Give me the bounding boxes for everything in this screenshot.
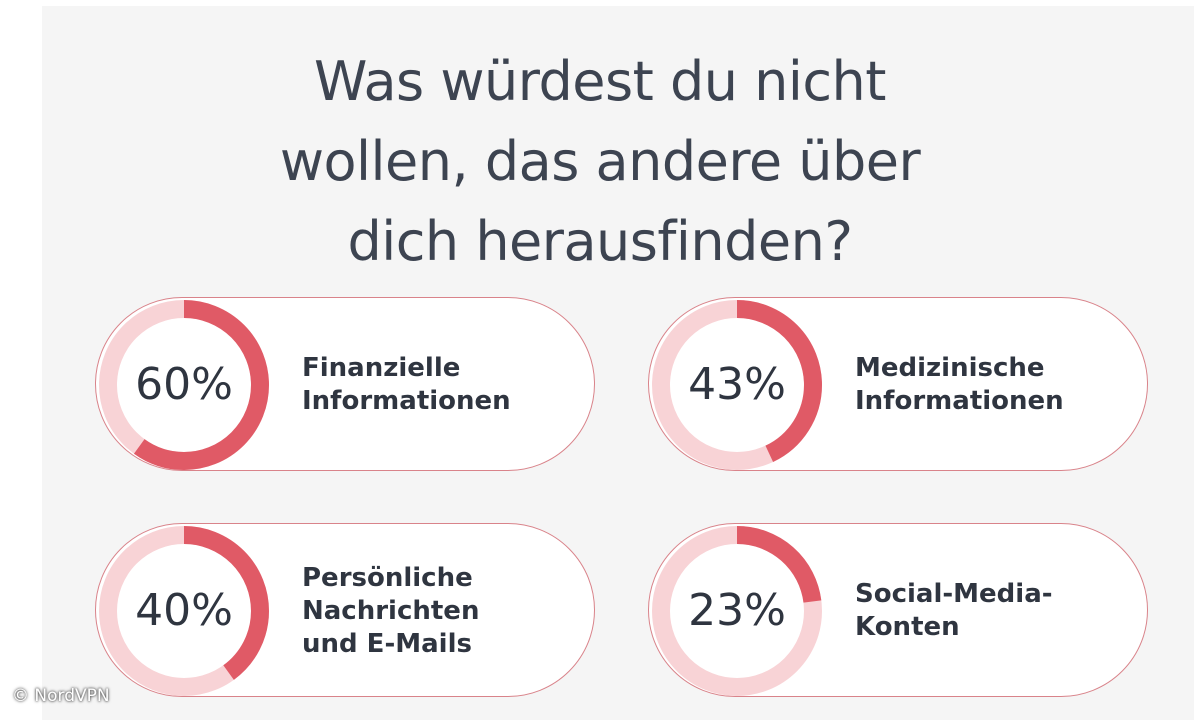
- label-line: Persönliche: [302, 562, 473, 593]
- stat-card-social-media: 23% Social-Media- Konten: [648, 523, 1148, 697]
- percent-label: 40%: [135, 585, 233, 636]
- category-label: Social-Media- Konten: [855, 524, 1135, 698]
- title-line: dich herausfinden?: [347, 210, 853, 274]
- percent-label: 60%: [135, 359, 233, 410]
- category-label: Medizinische Informationen: [855, 298, 1135, 472]
- title-line: wollen, das andere über: [279, 130, 921, 194]
- donut-value-arc: [99, 526, 269, 696]
- stat-card-finanzielle: 60% Finanzielle Informationen: [95, 297, 595, 471]
- stat-card-medizinische: 43% Medizinische Informationen: [648, 297, 1148, 471]
- donut-ring: [99, 300, 269, 470]
- stat-card-persoenliche: 40% Persönliche Nachrichten und E-Mails: [95, 523, 595, 697]
- label-line: und E-Mails: [302, 628, 472, 659]
- label-line: Konten: [855, 612, 960, 642]
- donut-ring: [99, 526, 269, 696]
- label-line: Informationen: [302, 386, 511, 416]
- donut-value-arc: [652, 300, 822, 470]
- label-line: Nachrichten: [302, 595, 480, 626]
- label-line: Finanzielle: [302, 353, 461, 383]
- percent-label: 43%: [688, 359, 786, 410]
- label-line: Social-Media-: [855, 579, 1053, 609]
- category-label: Finanzielle Informationen: [302, 298, 582, 472]
- category-label: Persönliche Nachrichten und E-Mails: [302, 524, 582, 698]
- percent-label: 23%: [688, 585, 786, 636]
- chart-title: Was würdest du nicht wollen, das andere …: [0, 42, 1200, 282]
- donut-ring: [652, 526, 822, 696]
- donut-value-arc: [99, 300, 269, 470]
- title-line: Was würdest du nicht: [314, 50, 886, 114]
- label-line: Medizinische: [855, 353, 1045, 383]
- donut-ring: [652, 300, 822, 470]
- label-line: Informationen: [855, 386, 1064, 416]
- donut-value-arc: [652, 526, 822, 696]
- copyright-credit: © NordVPN: [12, 686, 110, 706]
